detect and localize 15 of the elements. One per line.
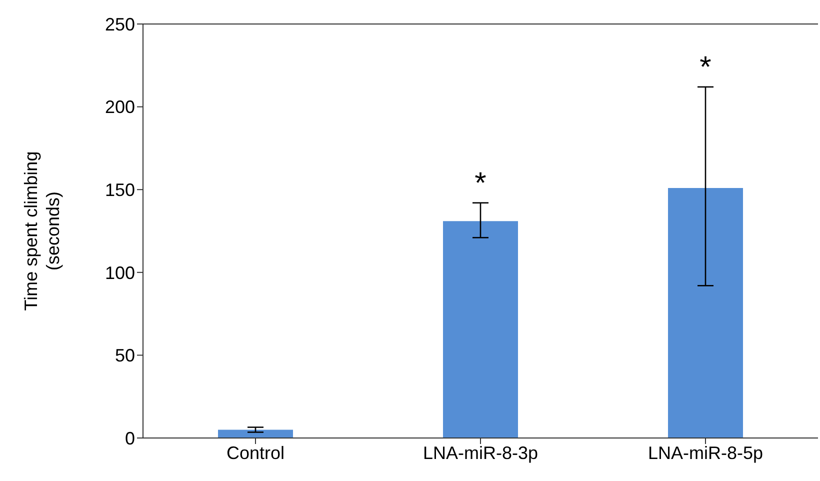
annotation: * — [474, 166, 487, 200]
y-tick-label: 200 — [104, 97, 135, 118]
y-tick-label: 0 — [124, 428, 135, 448]
bar — [443, 221, 518, 438]
bar — [668, 188, 743, 438]
bar — [218, 430, 293, 438]
y-tick-label: 250 — [104, 14, 135, 34]
y-tick-label: 100 — [104, 262, 135, 283]
x-tick-label: LNA-miR-8-3p — [422, 442, 538, 463]
y-axis-title: Time spent climbing (seconds) — [21, 151, 63, 311]
y-tick-label: 150 — [104, 180, 135, 200]
annotation: * — [700, 50, 712, 84]
x-tick-label: LNA-miR-8-5p — [648, 442, 764, 463]
x-tick-label: Control — [226, 442, 285, 463]
y-tick-label: 50 — [114, 346, 135, 366]
